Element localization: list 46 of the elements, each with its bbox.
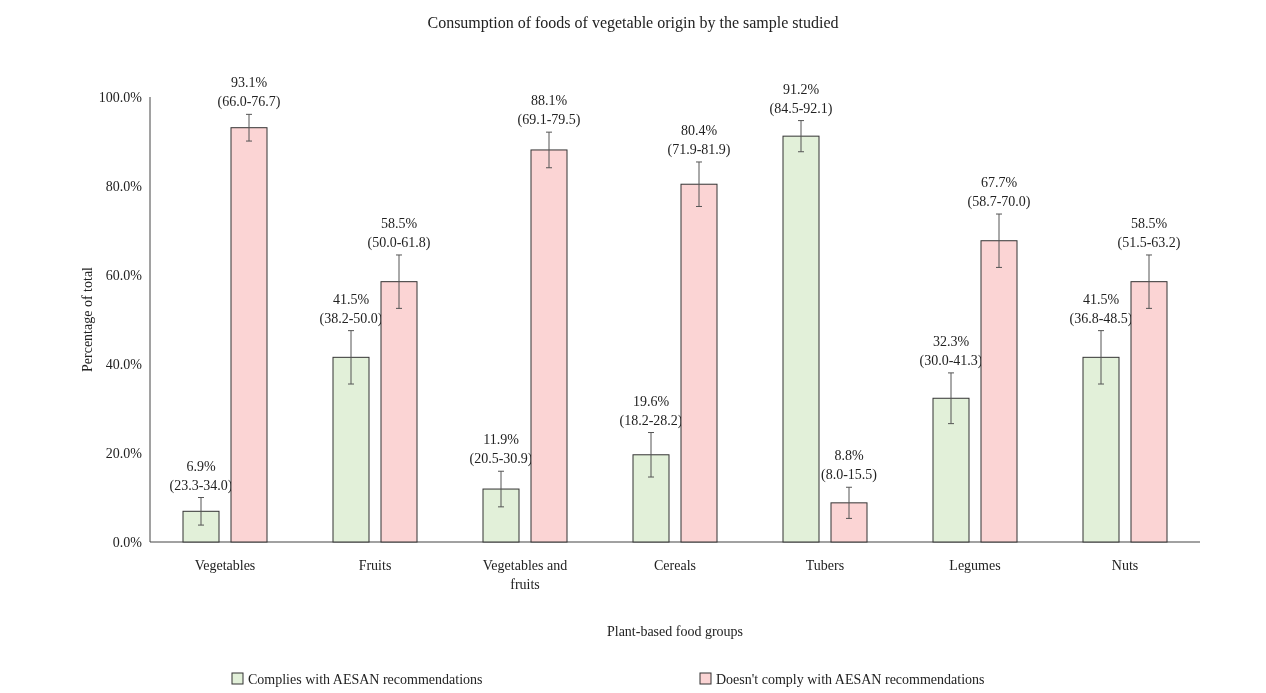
bar xyxy=(782,135,820,543)
y-tick-label: 40.0% xyxy=(105,357,143,372)
bar xyxy=(1082,356,1120,543)
data-label: 91.2% (84.5-92.1) xyxy=(769,81,833,117)
bar xyxy=(980,240,1018,543)
x-tick-label: Legumes xyxy=(949,558,1001,573)
bar xyxy=(380,281,418,543)
x-axis-title: Plant-based food groups xyxy=(606,624,744,639)
bar xyxy=(482,488,520,543)
bar xyxy=(632,454,670,543)
data-label: 41.5% (38.2-50.0) xyxy=(319,291,383,327)
x-tick-label: Vegetables xyxy=(194,558,256,573)
bar xyxy=(530,149,568,543)
x-tick-label: Cereals xyxy=(654,558,696,573)
y-tick-label: 100.0% xyxy=(98,90,143,105)
y-tick-label: 80.0% xyxy=(105,179,143,194)
bar xyxy=(830,502,868,543)
data-label: 8.8% (8.0-15.5) xyxy=(821,448,878,484)
x-tick-label: Fruits xyxy=(358,558,392,573)
legend-label: Complies with AESAN recommendations xyxy=(248,672,483,687)
data-label: 58.5% (51.5-63.2) xyxy=(1117,215,1181,251)
bar xyxy=(680,183,718,543)
bar xyxy=(332,356,370,543)
data-label: 41.5% (36.8-48.5) xyxy=(1069,291,1133,327)
x-tick-label: Nuts xyxy=(1111,558,1139,573)
data-label: 88.1% (69.1-79.5) xyxy=(517,93,581,129)
data-label: 80.4% (71.9-81.9) xyxy=(667,122,731,158)
y-tick-label: 60.0% xyxy=(105,268,143,283)
data-label: 19.6% (18.2-28.2) xyxy=(619,393,683,429)
y-tick-label: 0.0% xyxy=(112,535,143,550)
x-tick-label: Tubers xyxy=(805,558,845,573)
data-label: 67.7% (58.7-70.0) xyxy=(967,175,1031,211)
bar xyxy=(1130,281,1168,543)
data-label: 32.3% (30.0-41.3) xyxy=(919,333,983,369)
bar xyxy=(182,510,220,543)
y-axis-title: Percentage of total xyxy=(80,266,95,372)
x-tick-label: Vegetables and fruits xyxy=(482,558,568,592)
legend-label: Doesn't comply with AESAN recommendations xyxy=(716,672,985,687)
data-label: 6.9% (23.3-34.0) xyxy=(169,458,233,494)
chart-title: Consumption of foods of vegetable origin by the sample studied xyxy=(427,14,839,32)
data-label: 93.1% (66.0-76.7) xyxy=(217,75,281,111)
data-label: 11.9% (20.5-30.9) xyxy=(469,432,533,468)
y-tick-label: 20.0% xyxy=(105,446,143,461)
bar xyxy=(932,397,970,543)
bar xyxy=(230,127,268,543)
data-label: 58.5% (50.0-61.8) xyxy=(367,215,431,251)
